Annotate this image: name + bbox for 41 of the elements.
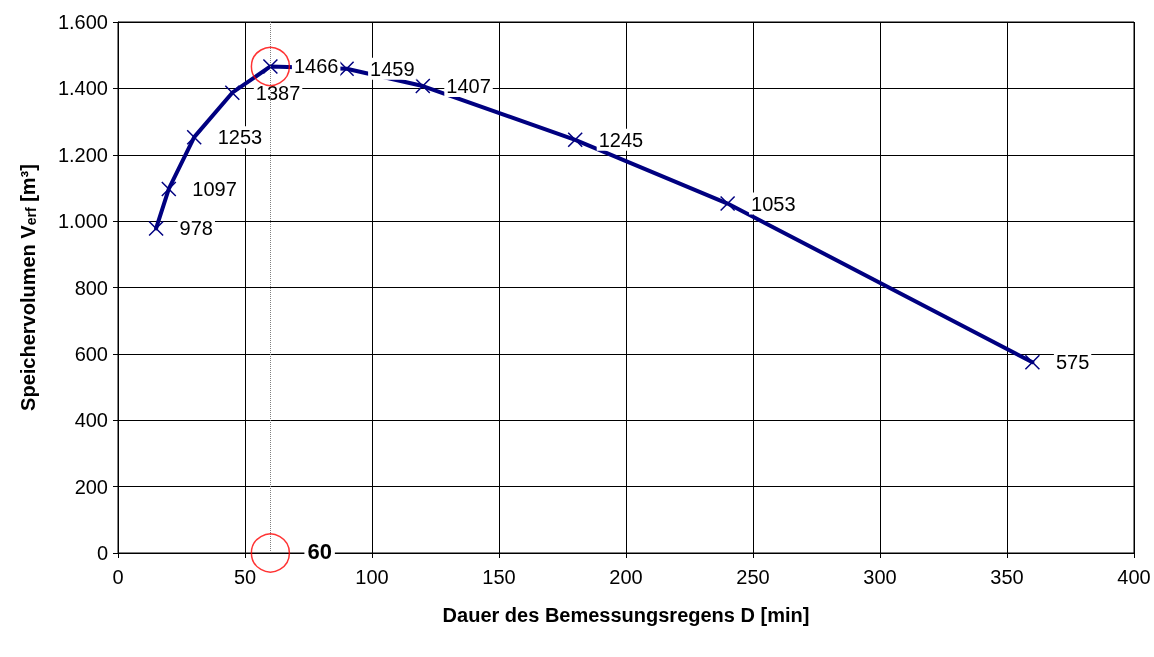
point [719,195,736,212]
data-label: 1459 [370,57,415,80]
x-tick-label: 50 [233,566,257,588]
x-tick-label: 300 [863,566,897,588]
y-tick-label: 600 [74,342,108,365]
point [224,84,241,101]
y-tick-label: 0 [96,542,108,564]
data-label: 1097 [192,177,237,200]
data-label: 1253 [217,126,263,149]
point [415,78,431,94]
y-tick-label: 400 [74,409,108,432]
x-tick-label: 350 [990,566,1024,588]
y-tick-label: 1.400 [57,77,108,100]
x-tick-label: 400 [1117,566,1151,588]
data-label: 1407 [446,75,491,98]
data-label: 1387 [255,81,301,104]
y-tick-label: 1.200 [57,143,108,166]
point [148,220,164,237]
x-tick-label: 250 [736,566,770,588]
y-tick-label: 200 [74,475,108,498]
data-label: 1053 [751,192,796,215]
point [250,46,291,87]
y-tick-label: 1.000 [57,210,108,233]
x-tick-label: 0 [112,566,124,588]
point [161,181,177,197]
x-axis-title: Dauer des Bemessungsregens D [min] [442,604,810,626]
x-tick-label: 100 [355,566,389,588]
data-label: 978 [179,217,213,240]
point [1024,354,1041,370]
data-label: 575 [1055,351,1090,374]
point [338,61,355,77]
y-tick-label: 1.600 [57,11,108,33]
point [186,129,202,145]
x-tick-label: 200 [609,566,643,588]
y-axis-title: Speichervolumen Verf [m³] [17,164,39,411]
point [567,132,583,148]
data-label: 1466 [293,55,339,78]
annotation: 60 [307,538,332,564]
data-label: 1245 [598,128,644,151]
y-tick-label: 800 [74,276,108,299]
x-tick-label: 150 [482,566,516,588]
